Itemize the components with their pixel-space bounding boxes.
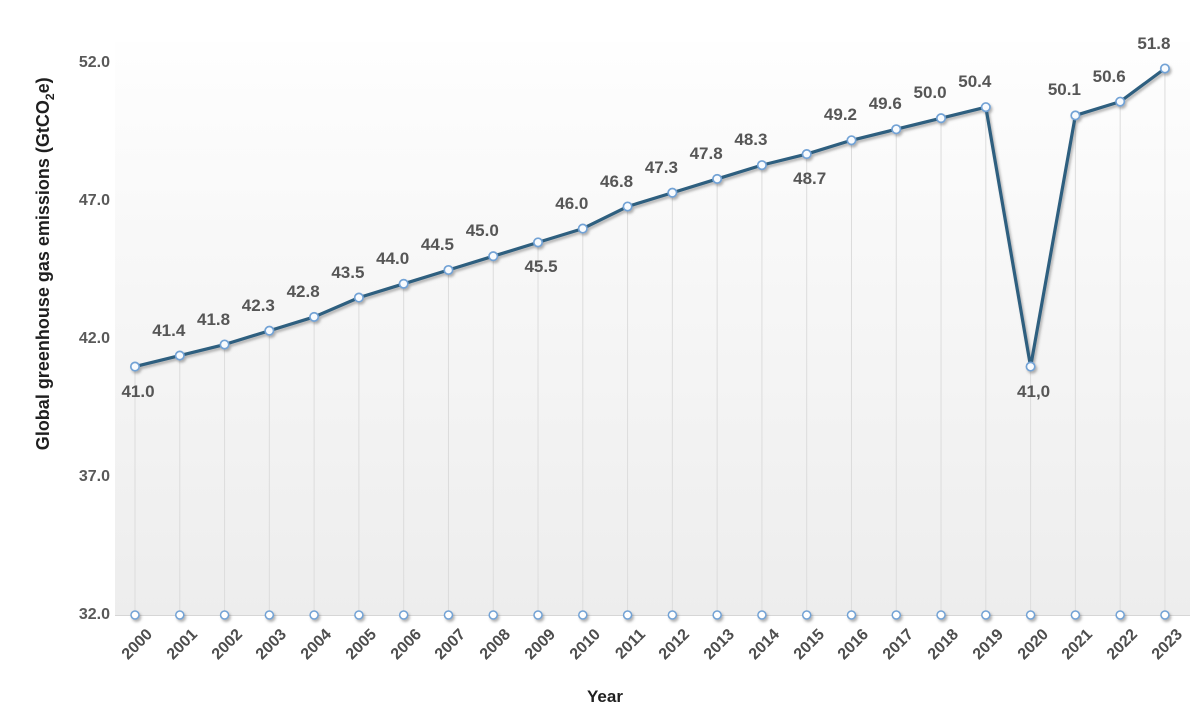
data-label-2011: 46.8 xyxy=(600,171,634,191)
x-tick-label-2022: 2022 xyxy=(1103,626,1142,664)
data-label-2000: 41.0 xyxy=(121,381,155,401)
x-tick-label-2005: 2005 xyxy=(342,626,380,664)
data-label-2001: 41.4 xyxy=(152,320,186,340)
data-label-2008: 45.0 xyxy=(465,221,499,241)
y-axis-title: Global greenhouse gas emissions (GtCO2e) xyxy=(33,44,57,484)
data-label-2004: 42.8 xyxy=(286,281,320,301)
x-tick-label-2002: 2002 xyxy=(208,626,246,664)
x-tick-label-2011: 2011 xyxy=(612,626,649,663)
data-label-2014: 48.3 xyxy=(734,130,768,150)
x-axis-title: Year xyxy=(587,687,623,706)
data-label-2018: 50.0 xyxy=(913,83,947,103)
x-tick-label-2013: 2013 xyxy=(700,626,739,664)
y-axis-title-subscript: 2 xyxy=(42,93,57,101)
x-tick-label-2023: 2023 xyxy=(1148,626,1186,664)
y-tick-label: 32.0 xyxy=(78,606,110,623)
data-label-2012: 47.3 xyxy=(644,157,678,177)
x-tick-label-2007: 2007 xyxy=(432,626,470,664)
data-label-2009: 45.5 xyxy=(524,257,558,277)
data-label-2013: 47.8 xyxy=(689,143,723,163)
x-tick-label-2018: 2018 xyxy=(924,626,963,664)
x-tick-label-2021: 2021 xyxy=(1059,626,1097,664)
x-tick-label-2008: 2008 xyxy=(477,626,515,664)
data-label-2007: 44.5 xyxy=(420,235,454,254)
x-tick-label-2020: 2020 xyxy=(1014,626,1052,664)
data-label-2015: 48.7 xyxy=(793,169,827,189)
x-tick-label-2019: 2019 xyxy=(969,626,1007,664)
x-tick-label-2003: 2003 xyxy=(253,626,291,664)
y-tick-label: 47.0 xyxy=(78,192,110,209)
x-tick-label-2006: 2006 xyxy=(387,626,425,664)
x-tick-label-2015: 2015 xyxy=(790,626,828,664)
y-tick-label: 37.0 xyxy=(78,468,110,485)
x-tick-label-2000: 2000 xyxy=(118,626,157,664)
x-tick-label-2016: 2016 xyxy=(835,626,873,664)
data-label-2017: 49.6 xyxy=(868,94,902,114)
x-tick-label-2009: 2009 xyxy=(521,626,560,664)
x-tick-label-2017: 2017 xyxy=(880,626,918,664)
data-label-2019: 50.4 xyxy=(958,72,992,92)
y-axis-title-text: Global greenhouse gas emissions (GtCO xyxy=(33,100,54,451)
x-tick-label-2004: 2004 xyxy=(297,626,336,664)
y-axis-title-suffix: e) xyxy=(33,77,54,94)
data-label-2020: 41,0 xyxy=(1017,381,1051,401)
data-label-2021: 50.1 xyxy=(1047,80,1081,100)
x-tick-label-2010: 2010 xyxy=(566,626,604,664)
data-label-2023: 51.8 xyxy=(1137,33,1171,53)
y-tick-label: 52.0 xyxy=(78,54,110,71)
data-label-2016: 49.2 xyxy=(823,105,858,125)
data-label-2010: 46.0 xyxy=(555,193,589,213)
data-label-2006: 44.0 xyxy=(376,248,410,268)
data-label-2022: 50.6 xyxy=(1092,66,1126,86)
x-tick-label-2012: 2012 xyxy=(656,626,694,664)
x-tick-label-2014: 2014 xyxy=(745,626,783,664)
data-label-2002: 41.8 xyxy=(197,309,231,329)
plot-area xyxy=(115,42,1190,616)
y-tick-label: 42.0 xyxy=(78,330,110,347)
data-label-2005: 43.5 xyxy=(331,262,365,282)
x-tick-label-2001: 2001 xyxy=(163,626,201,664)
data-label-2003: 42.3 xyxy=(241,295,275,315)
